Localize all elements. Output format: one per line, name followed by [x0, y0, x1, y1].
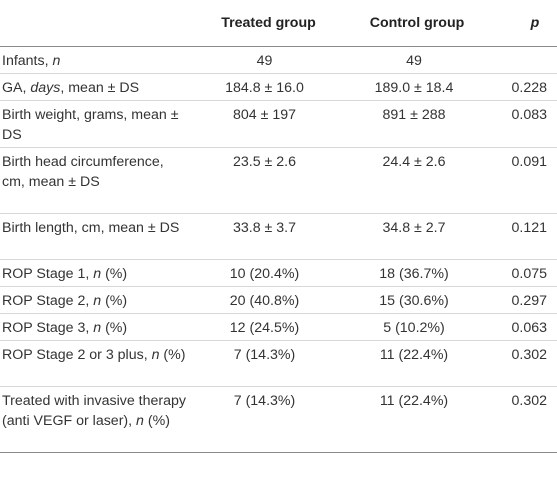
row-label-part: Birth weight, grams, mean ± DS [2, 106, 179, 143]
control-group-value: 15 (30.6%) [333, 286, 495, 314]
row-label-part: (%) [101, 265, 128, 282]
row-label-part: (%) [101, 292, 128, 309]
table-body: Infants, n 49 49 GA, days, mean ± DS 184.8 ±… [0, 46, 557, 453]
header-label-col [0, 0, 196, 47]
row-label-part: Birth head circumference, cm, mean ± DS [2, 153, 164, 190]
treated-group-value: 7 (14.3%) [196, 340, 333, 387]
control-group-value: 34.8 ± 2.7 [333, 213, 495, 260]
table-row: ROP Stage 3, n (%) 12 (24.5%) 5 (10.2%) 0.0… [0, 313, 557, 341]
row-label-italic-part: n [93, 319, 102, 336]
control-group-value: 49 [333, 46, 495, 74]
table-row: Birth length, cm, mean ± DS 33.8 ± 3.7 34.… [0, 213, 557, 260]
control-group-value: 11 (22.4%) [333, 340, 495, 387]
p-value: 0.063 [495, 313, 557, 341]
row-label: GA, days, mean ± DS [0, 73, 196, 101]
row-label: Birth length, cm, mean ± DS [0, 213, 196, 260]
p-value: 0.083 [495, 100, 557, 148]
table-header-row: Treated group Control group p [0, 0, 557, 47]
control-group-value: 11 (22.4%) [333, 386, 495, 453]
treated-group-value: 184.8 ± 16.0 [196, 73, 333, 101]
row-label-part: ROP Stage 3, [2, 319, 94, 336]
p-value: 0.228 [495, 73, 557, 101]
header-p-value: p [495, 0, 557, 47]
row-label-part: ROP Stage 2, [2, 292, 94, 309]
row-label: ROP Stage 2 or 3 plus, n (%) [0, 340, 196, 387]
table-row: Birth weight, grams, mean ± DS 804 ± 197 8… [0, 100, 557, 148]
treated-group-value: 20 (40.8%) [196, 286, 333, 314]
row-label: Birth weight, grams, mean ± DS [0, 100, 196, 148]
row-label-part: (%) [159, 346, 186, 363]
control-group-value: 189.0 ± 18.4 [333, 73, 495, 101]
table-row: GA, days, mean ± DS 184.8 ± 16.0 189.0 ± 1… [0, 73, 557, 101]
treated-group-value: 49 [196, 46, 333, 74]
control-group-value: 5 (10.2%) [333, 313, 495, 341]
p-value: 0.297 [495, 286, 557, 314]
row-label-part: ROP Stage 2 or 3 plus, [2, 346, 152, 363]
p-value [495, 46, 557, 74]
row-label-part: ROP Stage 1, [2, 265, 94, 282]
treated-group-value: 804 ± 197 [196, 100, 333, 148]
demographics-table: Treated group Control group p Infants, n… [0, 0, 557, 453]
table-row: Treated with invasive therapy (anti VEGF… [0, 386, 557, 453]
table-row: Birth head circumference, cm, mean ± DS 2… [0, 147, 557, 214]
row-label: ROP Stage 3, n (%) [0, 313, 196, 341]
treated-group-value: 10 (20.4%) [196, 259, 333, 287]
row-label: ROP Stage 1, n (%) [0, 259, 196, 287]
row-label-part: (%) [143, 412, 170, 429]
row-label-italic-part: n [52, 52, 61, 69]
row-label-italic-part: n [93, 265, 102, 282]
row-label-italic-part: days [30, 79, 61, 96]
treated-group-value: 33.8 ± 3.7 [196, 213, 333, 260]
row-label-part: (%) [101, 319, 128, 336]
row-label-italic-part: n [93, 292, 102, 309]
header-treated-group: Treated group [196, 0, 333, 47]
table-row: ROP Stage 2 or 3 plus, n (%) 7 (14.3%) 11 … [0, 340, 557, 387]
row-label: Infants, n [0, 46, 196, 74]
row-label-italic-part: n [151, 346, 160, 363]
p-value: 0.121 [495, 213, 557, 260]
treated-group-value: 12 (24.5%) [196, 313, 333, 341]
p-value: 0.302 [495, 340, 557, 387]
row-label: Birth head circumference, cm, mean ± DS [0, 147, 196, 214]
row-label-part: Birth length, cm, mean ± DS [2, 219, 180, 236]
control-group-value: 891 ± 288 [333, 100, 495, 148]
row-label-part: , mean ± DS [60, 79, 140, 96]
row-label: ROP Stage 2, n (%) [0, 286, 196, 314]
header-control-group: Control group [333, 0, 495, 47]
row-label-part: Treated with invasive therapy (anti VEGF… [2, 392, 187, 429]
p-value: 0.091 [495, 147, 557, 214]
table-row: ROP Stage 1, n (%) 10 (20.4%) 18 (36.7%) 0.… [0, 259, 557, 287]
row-label-italic-part: n [136, 412, 144, 429]
row-label-part: Infants, [2, 52, 53, 69]
row-label: Treated with invasive therapy (anti VEGF… [0, 386, 196, 453]
treated-group-value: 7 (14.3%) [196, 386, 333, 453]
treated-group-value: 23.5 ± 2.6 [196, 147, 333, 214]
table-row: ROP Stage 2, n (%) 20 (40.8%) 15 (30.6%) 0.… [0, 286, 557, 314]
p-value: 0.075 [495, 259, 557, 287]
control-group-value: 24.4 ± 2.6 [333, 147, 495, 214]
row-label-part: GA, [2, 79, 31, 96]
p-value: 0.302 [495, 386, 557, 453]
control-group-value: 18 (36.7%) [333, 259, 495, 287]
data-table-container: Treated group Control group p Infants, n… [0, 0, 557, 453]
table-row: Infants, n 49 49 [0, 46, 557, 74]
